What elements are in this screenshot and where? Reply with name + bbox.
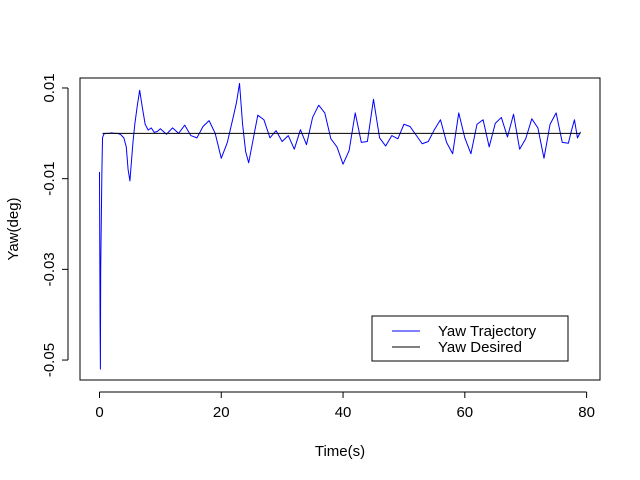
y-axis: -0.05 -0.03 -0.01 0.01 (41, 73, 69, 377)
legend: Yaw Trajectory Yaw Desired (371, 315, 569, 362)
series-yaw-trajectory (98, 82, 581, 370)
x-tick-label: 80 (578, 404, 595, 421)
x-tick-label: 20 (213, 404, 230, 421)
x-tick-label: 60 (456, 404, 473, 421)
legend-box (371, 315, 569, 362)
x-tick-label: 40 (335, 404, 352, 421)
y-tick-label: -0.05 (41, 343, 58, 377)
plot-area (79, 77, 601, 381)
legend-label-yaw-desired: Yaw Desired (438, 339, 522, 356)
y-axis-label: Yaw(deg) (5, 197, 22, 260)
y-tick-label: -0.01 (41, 162, 58, 196)
x-axis: 0 20 40 60 80 (95, 391, 595, 421)
y-tick-label: -0.03 (41, 252, 58, 286)
x-tick-label: 0 (95, 404, 103, 421)
x-axis-label: Time(s) (315, 443, 365, 460)
y-tick-label: 0.01 (41, 73, 58, 102)
legend-label-yaw-trajectory: Yaw Trajectory (438, 323, 537, 340)
series-layer (98, 82, 581, 370)
